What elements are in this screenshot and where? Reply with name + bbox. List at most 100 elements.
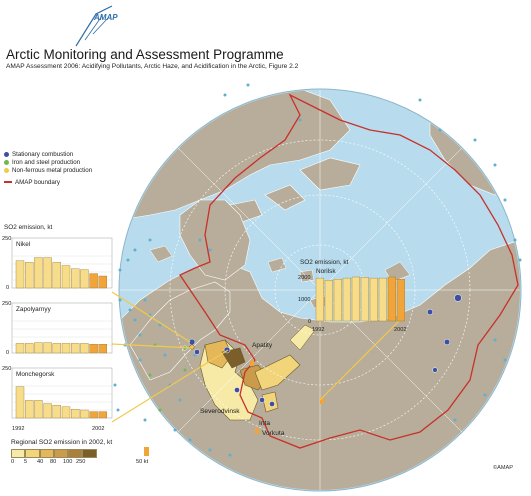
marker-50kt-icon: [144, 447, 149, 456]
site-charts: 250 0 Nikel 250 0 Zapolyarnyy 250 Monchegorsk: [2, 236, 113, 419]
norilsk-bar: [315, 277, 325, 322]
region-40-80kt: [204, 339, 233, 369]
norilsk-bar: [351, 276, 361, 322]
ytick-top: 250: [2, 236, 11, 242]
norilsk-bar: [396, 279, 406, 322]
bar: [34, 400, 43, 419]
norilsk-bar: [324, 280, 334, 322]
amap-boundary: [179, 93, 519, 449]
bar: [15, 386, 25, 419]
bar: [25, 400, 34, 419]
norilsk-ytick: 1000: [298, 297, 310, 303]
nonferrous-dot-icon: [4, 168, 9, 174]
ramp-label: 250: [76, 459, 86, 465]
bar: [70, 268, 80, 289]
page-subtitle: AMAP Assessment 2006: Acidifying Polluta…: [6, 63, 299, 70]
city-label-vorkuta: Vorkuta: [262, 430, 285, 437]
bar: [80, 343, 89, 354]
ytick-top: 250: [2, 301, 11, 307]
city-label-apatity: Apatity: [252, 342, 273, 349]
norilsk-title: SO2 emission, kt: [300, 259, 349, 266]
ramp-label: 5: [24, 459, 28, 465]
bar: [25, 343, 34, 354]
norilsk-ytick: 2000: [298, 275, 310, 281]
ramp-swatch: [68, 449, 83, 458]
island: [267, 257, 287, 273]
bar: [61, 406, 71, 419]
regional-ramp-labels: 0 5 40 80 100 250: [11, 459, 111, 467]
copyright: ©AMAP: [493, 465, 513, 471]
ramp-label: 0: [11, 459, 15, 465]
legend-item-nonferrous: Non-ferrous metal production: [4, 167, 92, 175]
city-label-inta: Inta: [259, 420, 270, 427]
island: [299, 157, 361, 191]
bar: [80, 409, 89, 419]
bar: [43, 403, 52, 419]
norilsk-axis-start: 1992: [312, 327, 324, 333]
bar: [52, 343, 61, 354]
bar: [89, 343, 98, 354]
logo-text: AMAP: [94, 13, 118, 22]
bar: [98, 275, 108, 289]
so2-panel-title: SO2 emission, kt: [4, 224, 53, 231]
bar: [70, 408, 80, 419]
norilsk-ytick: 0: [308, 319, 311, 325]
scandinavia-landmass: [129, 281, 231, 381]
amap-logo: [75, 5, 113, 47]
bar: [52, 404, 61, 419]
novaya-zemlya: [289, 324, 316, 351]
ramp-label: 40: [37, 459, 44, 465]
ytick-bottom: 0: [6, 285, 9, 291]
site-name: Monchegorsk: [16, 371, 55, 378]
ramp-swatch: [25, 449, 40, 458]
legend-item-boundary: AMAP boundary: [4, 178, 92, 186]
bar: [34, 342, 43, 354]
bar: [61, 343, 71, 354]
city-label-severodvinsk: Severodvinsk: [200, 408, 240, 415]
marker-50kt-label: 50 kt: [136, 459, 149, 465]
bar: [25, 262, 34, 289]
site-name: Nikel: [16, 241, 30, 248]
boundary-line-icon: [4, 181, 12, 184]
land-group: [120, 90, 520, 490]
bar: [43, 257, 52, 289]
ramp-label: 80: [50, 459, 57, 465]
page-title: Arctic Monitoring and Assessment Program…: [6, 47, 284, 62]
norilsk-site: Norilsk: [316, 268, 336, 275]
ramp-swatch: [11, 449, 26, 458]
bar: [80, 269, 89, 289]
norilsk-bar: [369, 277, 379, 322]
bar: [89, 411, 98, 419]
norilsk-bar: [342, 277, 352, 322]
ramp-swatch: [82, 449, 97, 458]
bar: [15, 260, 25, 289]
bar: [98, 343, 108, 354]
ramp-swatch: [39, 449, 54, 458]
greenland-landmass: [179, 199, 251, 281]
leader-lines: [111, 291, 401, 423]
bar: [89, 273, 98, 289]
norilsk-bar: [378, 277, 388, 322]
ramp-label: 100: [63, 459, 73, 465]
legend-item-iron: Iron and steel production: [4, 158, 92, 166]
bar: [61, 265, 71, 289]
bar: [34, 257, 43, 289]
regional-legend-title: Regional SO2 emission in 2002, kt: [11, 439, 113, 446]
island: [264, 184, 306, 211]
bar: [70, 343, 80, 354]
island: [299, 269, 315, 283]
site-name: Zapolyarnyy: [16, 306, 52, 313]
regional-color-ramp: [11, 449, 97, 458]
bar: [52, 262, 61, 289]
stationary-dot-icon: [4, 151, 9, 157]
axis-end-label: 2002: [92, 426, 105, 432]
bar: [98, 411, 108, 419]
axis-start-label: 1992: [12, 426, 25, 432]
bar: [15, 343, 25, 354]
ytick-top: 250: [2, 366, 11, 372]
norilsk-bar: [387, 276, 397, 322]
ramp-swatch: [53, 449, 69, 458]
norilsk-bar: [333, 279, 343, 322]
